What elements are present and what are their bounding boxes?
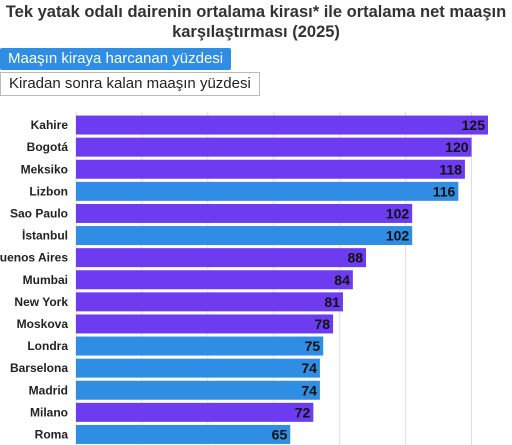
bar [76, 203, 413, 223]
tab-remaining-salary-share[interactable]: Kiradan sonra kalan maaşın yüzdesi [0, 72, 260, 96]
category-label: Buenos Aires [0, 251, 68, 265]
data-label: 65 [272, 426, 288, 442]
bar [76, 226, 413, 246]
data-label: 74 [301, 382, 317, 398]
data-label: 78 [315, 316, 331, 332]
data-label: 102 [386, 205, 410, 221]
chart-title: Tek yatak odalı dairenin ortalama kirası… [5, 3, 507, 41]
data-label: 74 [301, 360, 317, 376]
data-label: 88 [347, 250, 363, 266]
category-label: İstanbul [22, 228, 68, 243]
data-label: 118 [439, 161, 462, 177]
bar [76, 137, 472, 157]
bar [76, 402, 314, 422]
bar [76, 181, 459, 201]
category-label: Bogotá [27, 140, 69, 154]
data-label: 75 [305, 338, 321, 354]
category-label: Mumbai [23, 273, 68, 287]
tab-rent-share-of-salary[interactable]: Maaşın kiraya harcanan yüzdesi [0, 48, 232, 70]
bar [76, 424, 291, 444]
category-label: Sao Paulo [10, 206, 68, 220]
category-label: Milano [30, 405, 68, 419]
category-label: Roma [35, 427, 69, 441]
category-label: Madrid [29, 383, 68, 397]
data-label: 102 [386, 228, 410, 244]
data-label: 84 [334, 272, 350, 288]
category-label: Moskova [17, 317, 69, 331]
data-label: 125 [462, 117, 486, 133]
bar [76, 336, 324, 356]
bar [76, 380, 320, 400]
category-label: Barselona [10, 361, 68, 375]
data-label: 81 [324, 294, 340, 310]
category-label: New York [14, 295, 68, 309]
category-label: Londra [27, 339, 68, 353]
category-label: Kahire [31, 118, 69, 132]
data-label: 116 [433, 183, 456, 199]
category-label: Meksiko [21, 162, 68, 176]
bar [76, 270, 353, 290]
bar [76, 248, 367, 268]
data-label: 120 [445, 139, 469, 155]
bar [76, 314, 334, 334]
bar [76, 358, 320, 378]
category-label: Lizbon [29, 184, 68, 198]
bar [76, 115, 488, 135]
data-label: 72 [295, 404, 311, 420]
bar [76, 292, 343, 312]
bar [76, 159, 465, 179]
